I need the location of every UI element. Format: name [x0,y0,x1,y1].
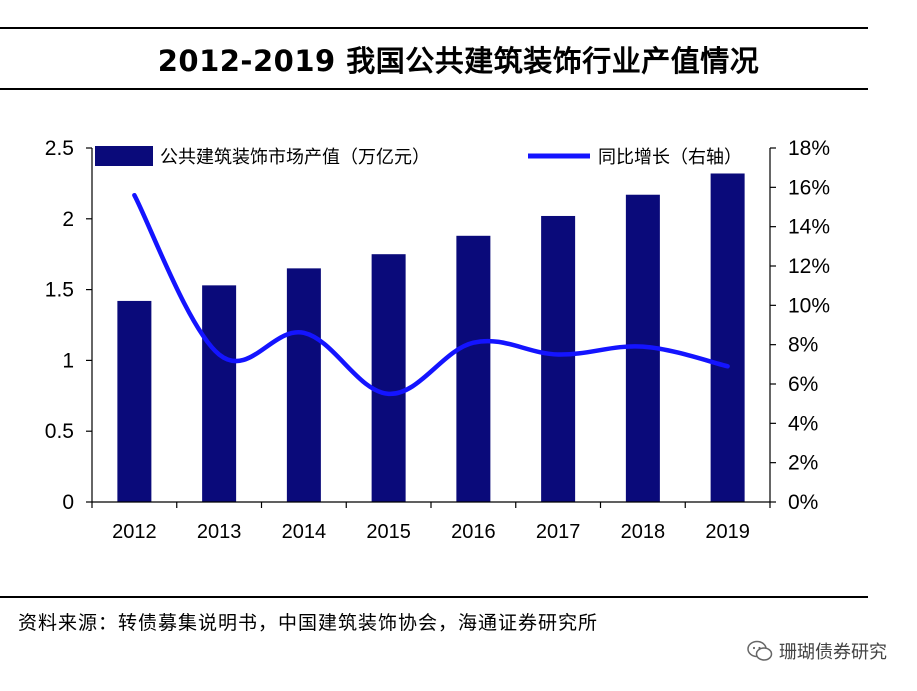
x-tick-label: 2012 [112,521,157,543]
chart-canvas: 0 0.5 1 1.5 2 2.5 0% 2% 4% 6% 8% 10% 12% 14% 16% 18% 201… [45,137,830,543]
x-tick-label: 2016 [451,521,496,543]
title-rule [0,88,868,90]
x-tick-label: 2018 [621,521,666,543]
bar-2015 [371,254,406,502]
bar-2014 [286,268,321,502]
y-right-tick-label: 12% [788,255,830,278]
bar-2016 [456,235,491,503]
x-tick-label: 2013 [197,521,242,543]
watermark-text: 珊瑚债券研究 [779,642,887,663]
y-right-tick-label: 6% [788,373,818,396]
y-right-tick-label: 10% [788,294,830,317]
y-right-tick-label: 2% [788,452,818,475]
y-left-tick-label: 0.5 [45,420,74,443]
bar-2012 [117,300,152,502]
wechat-icon [747,640,773,661]
legend-label-bar: 公共建筑装饰市场产值（万亿元） [160,147,430,168]
y-right-tick-label: 18% [788,137,830,160]
y-left-tick-label: 1 [62,349,74,372]
legend-swatch-bar [95,146,153,166]
y-right-tick-label: 16% [788,176,830,199]
y-left-tick-label: 1.5 [45,279,74,302]
bar-2019 [710,173,745,502]
source-note: 资料来源：转债募集说明书，中国建筑装饰协会，海通证券研究所 [18,612,599,634]
bottom-rule [0,596,868,598]
x-tick-label: 2015 [366,521,411,543]
bar-2017 [541,215,576,502]
x-tick-label: 2019 [705,521,750,543]
y-left-tick-label: 2 [62,208,74,231]
x-tick-label: 2017 [536,521,581,543]
y-right-tick-label: 8% [788,334,818,357]
bar-2013 [202,285,237,502]
watermark: 珊瑚债券研究 [747,638,887,664]
legend-label-line: 同比增长（右轴） [598,147,742,168]
y-left-tick-label: 0 [62,491,74,514]
chart-title: 2012-2019 我国公共建筑装饰行业产值情况 [157,44,760,78]
y-left-tick-label: 2.5 [45,137,74,160]
top-rule [0,27,868,29]
y-right-tick-label: 0% [788,491,818,514]
x-tick-label: 2014 [282,521,327,543]
y-right-tick-label: 4% [788,412,818,435]
y-right-tick-label: 14% [788,216,830,239]
